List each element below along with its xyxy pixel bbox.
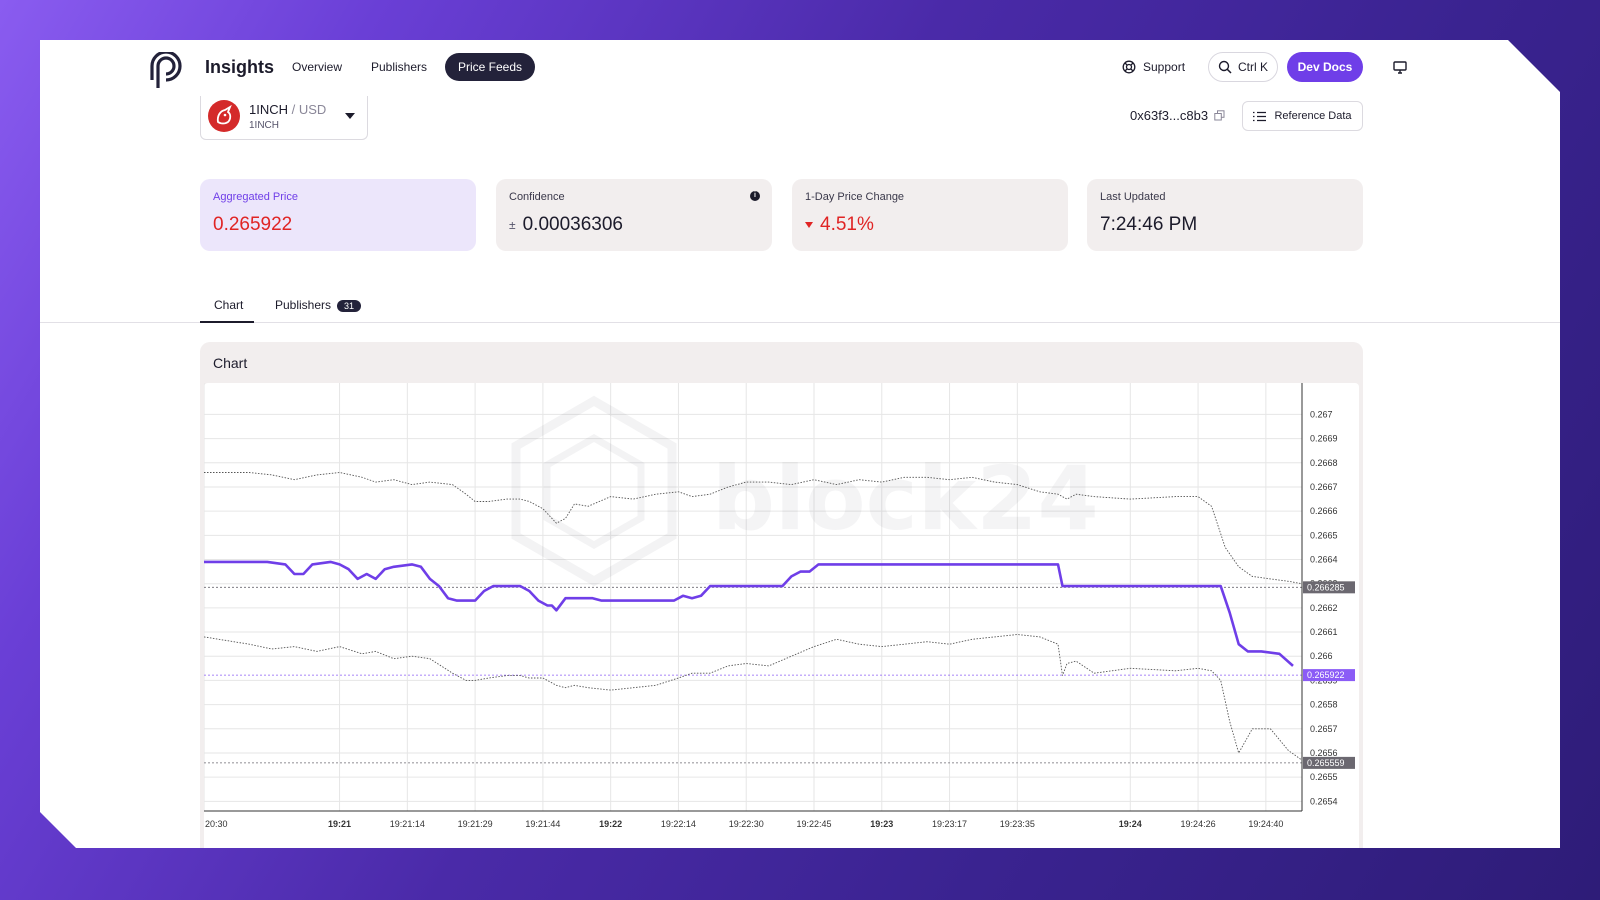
upper-band-series-line <box>204 472 1303 585</box>
price-tag-label: 0.265559 <box>1307 758 1345 768</box>
chart-panel: Chart block24 0.267 0.2669 0.2668 0.2667 0.2… <box>200 342 1363 848</box>
list-icon <box>1253 111 1267 121</box>
reference-data-label: Reference Data <box>1274 110 1352 122</box>
price-change-label: 1-Day Price Change <box>805 191 905 203</box>
tabs-divider <box>40 322 1560 323</box>
x-tick-label: 19:21:44 <box>525 819 560 829</box>
active-tab-indicator <box>200 321 254 323</box>
y-tick-label: 0.2661 <box>1310 627 1338 637</box>
feed-symbol: 1INCH <box>249 120 280 131</box>
y-tick-label: 0.2665 <box>1310 530 1338 540</box>
reference-data-button[interactable]: Reference Data <box>1242 101 1363 131</box>
nav-publishers[interactable]: Publishers <box>371 60 428 74</box>
block24-watermark: block24 <box>511 395 1099 587</box>
y-tick-label: 0.2654 <box>1310 796 1338 806</box>
feed-quote: / USD <box>288 102 327 117</box>
feed-base: 1INCH <box>249 102 289 117</box>
price-tag <box>1303 756 1355 769</box>
aggregated-price-value: 0.265922 <box>213 214 293 235</box>
x-tick-label: 19:21:14 <box>390 819 425 829</box>
price-tag-label: 0.265922 <box>1307 670 1345 680</box>
y-tick-label: 0.2658 <box>1310 700 1338 710</box>
aggregated-price-label: Aggregated Price <box>213 191 298 203</box>
price-tag <box>1303 581 1355 594</box>
x-tick-label: 19:22 <box>599 819 622 829</box>
info-icon[interactable]: i <box>750 191 760 201</box>
chart-panel-title: Chart <box>213 355 248 371</box>
feed-address[interactable]: 0x63f3...c8b3 <box>1130 108 1225 123</box>
x-tick-label: 19:24:40 <box>1248 819 1283 829</box>
price-change-card: 1-Day Price Change 4.51% <box>792 179 1068 251</box>
y-tick-label: 0.2668 <box>1310 458 1338 468</box>
x-tick-label: 20:30 <box>205 819 228 829</box>
tab-publishers[interactable]: Publishers 31 <box>275 298 362 312</box>
price-change-row: 4.51% <box>805 214 1055 236</box>
lower-band-series-line <box>204 634 1303 761</box>
price-chart[interactable]: block24 0.267 0.2669 0.2668 0.2667 0.2666 0.2… <box>204 383 1359 848</box>
lifebuoy-icon <box>1122 60 1136 74</box>
price-tag-label: 0.266285 <box>1307 582 1345 592</box>
app-window: Insights Overview Publishers Price Feeds… <box>40 40 1560 848</box>
y-tick-label: 0.266 <box>1310 651 1333 661</box>
search-icon <box>1218 60 1232 74</box>
last-updated-card: Last Updated 7:24:46 PM <box>1087 179 1363 251</box>
x-tick-label: 19:22:45 <box>796 819 831 829</box>
app-title: Insights <box>205 57 275 77</box>
search-shortcut: Ctrl K <box>1238 60 1268 74</box>
publishers-count-badge: 31 <box>337 300 362 312</box>
price-feed-selector[interactable]: 1INCH / USD 1INCH <box>200 96 368 140</box>
y-tick-label: 0.2657 <box>1310 724 1338 734</box>
x-tick-label: 19:21 <box>328 819 351 829</box>
pyth-logo[interactable] <box>148 52 182 90</box>
support-label: Support <box>1143 60 1186 74</box>
nav-price-feeds[interactable]: Price Feeds <box>445 53 536 81</box>
x-tick-label: 19:24 <box>1119 819 1142 829</box>
y-tick-label: 0.2669 <box>1310 434 1338 444</box>
x-tick-label: 19:22:30 <box>729 819 764 829</box>
support-link[interactable]: Support <box>1122 53 1185 81</box>
price-series-line <box>204 560 1294 667</box>
y-tick-label: 0.2667 <box>1310 482 1338 492</box>
monitor-icon[interactable] <box>1392 59 1408 75</box>
dev-docs-button[interactable]: Dev Docs <box>1287 52 1363 82</box>
aggregated-price-card: Aggregated Price 0.265922 <box>200 179 476 251</box>
x-tick-label: 19:21:29 <box>458 819 493 829</box>
chart-svg[interactable]: block24 0.267 0.2669 0.2668 0.2667 0.2666 0.2… <box>204 383 1359 848</box>
confidence-card: Confidence i ± 0.00036306 <box>496 179 772 251</box>
last-updated-value: 7:24:46 PM <box>1100 214 1198 235</box>
confidence-value-row: ± 0.00036306 <box>509 214 759 236</box>
watermark-text: block24 <box>712 447 1099 550</box>
x-tick-label: 19:23:35 <box>1000 819 1035 829</box>
confidence-label: Confidence <box>509 191 565 203</box>
price-tag <box>1303 669 1355 682</box>
tab-publishers-label: Publishers <box>275 298 332 312</box>
x-tick-label: 19:22:14 <box>661 819 696 829</box>
y-tick-label: 0.2666 <box>1310 506 1338 516</box>
y-tick-label: 0.2655 <box>1310 772 1338 782</box>
x-tick-label: 19:23:17 <box>932 819 967 829</box>
unicorn-icon <box>216 104 232 125</box>
y-tick-label: 0.2664 <box>1310 555 1338 565</box>
x-tick-label: 19:23 <box>870 819 893 829</box>
y-tick-label: 0.2656 <box>1310 748 1338 758</box>
coin-logo <box>208 100 240 132</box>
caret-down-icon <box>805 222 813 228</box>
y-tick-label: 0.267 <box>1310 409 1333 419</box>
nav-overview[interactable]: Overview <box>292 60 343 74</box>
copy-icon[interactable] <box>1214 110 1225 121</box>
caret-down-icon <box>345 113 355 119</box>
x-tick-label: 19:24:26 <box>1181 819 1216 829</box>
tab-chart[interactable]: Chart <box>214 298 244 312</box>
search-button[interactable]: Ctrl K <box>1208 52 1278 82</box>
confidence-value: 0.00036306 <box>522 214 623 235</box>
last-updated-label: Last Updated <box>1100 191 1166 203</box>
plus-minus-icon: ± <box>509 218 516 232</box>
feed-pair: 1INCH / USD <box>249 102 326 117</box>
price-change-value: 4.51% <box>820 214 874 235</box>
y-tick-label: 0.2662 <box>1310 603 1338 613</box>
address-text: 0x63f3...c8b3 <box>1130 108 1209 123</box>
